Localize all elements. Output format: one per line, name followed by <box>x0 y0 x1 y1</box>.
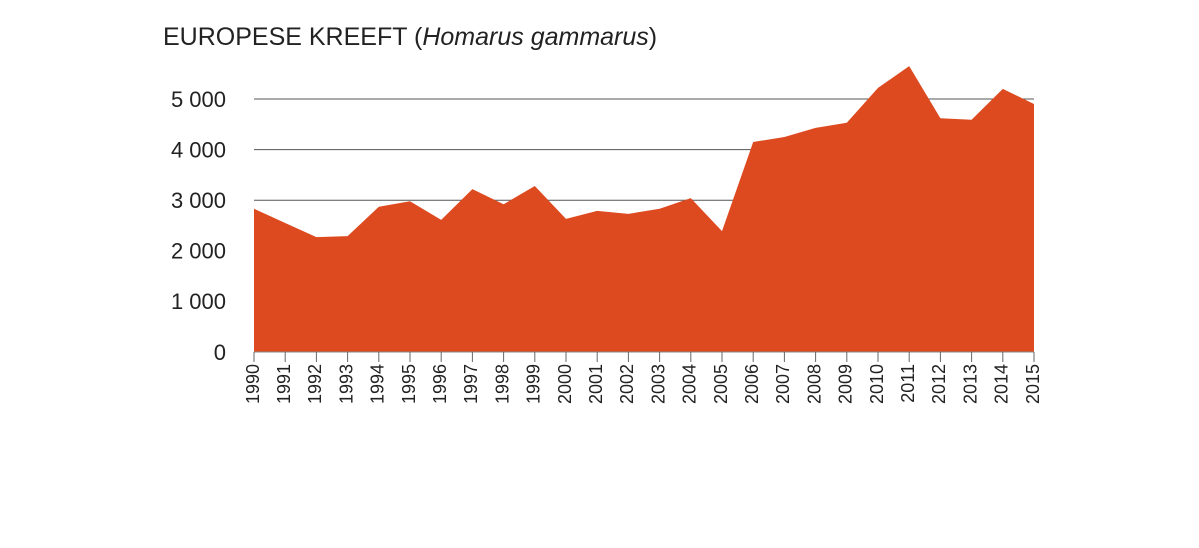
chart-title: EUROPESE KREEFT (Homarus gammarus) <box>163 23 657 51</box>
title-part: Homarus gammarus <box>422 23 648 51</box>
x-tick-label: 1998 <box>492 364 512 404</box>
x-tick-label: 2001 <box>586 364 606 404</box>
x-tick-label: 2006 <box>742 364 762 404</box>
x-tick-label: 2005 <box>711 364 731 404</box>
y-tick-label: 5 000 <box>171 87 226 112</box>
area <box>254 66 1034 353</box>
x-tick-label: 2011 <box>898 364 918 403</box>
y-tick-label: 1 000 <box>171 289 226 314</box>
y-tick-label: 2 000 <box>171 239 226 264</box>
x-tick-label: 2004 <box>680 364 700 404</box>
y-tick-label: 0 <box>214 340 226 365</box>
x-tick-label: 1996 <box>430 364 450 404</box>
x-tick-label: 1997 <box>461 364 481 404</box>
x-tick-label: 2000 <box>555 364 575 404</box>
x-tick-label: 2009 <box>836 364 856 404</box>
x-tick-label: 1999 <box>524 364 544 404</box>
y-tick-label: 4 000 <box>171 137 226 162</box>
x-tick-label: 2003 <box>648 364 668 404</box>
x-tick-label: 1995 <box>399 364 419 404</box>
x-tick-label: 1993 <box>336 364 356 404</box>
x-tick-label: 2013 <box>960 364 980 404</box>
x-tick-label: 1990 <box>243 364 263 404</box>
x-tick-label: 1994 <box>368 364 388 404</box>
x-tick-label: 1991 <box>274 364 294 404</box>
x-tick-label: 2015 <box>1023 364 1043 404</box>
x-tick-label: 2002 <box>617 364 637 404</box>
x-tick-label: 1992 <box>305 364 325 404</box>
x-tick-label: 2008 <box>804 364 824 404</box>
x-tick-label: 2014 <box>992 364 1012 404</box>
x-tick-label: 2010 <box>867 364 887 404</box>
x-tick-label: 2012 <box>929 364 949 404</box>
y-tick-label: 3 000 <box>171 188 226 213</box>
title-part: EUROPESE KREEFT ( <box>163 23 423 51</box>
title-part: ) <box>649 23 657 51</box>
x-tick-label: 2007 <box>773 364 793 404</box>
